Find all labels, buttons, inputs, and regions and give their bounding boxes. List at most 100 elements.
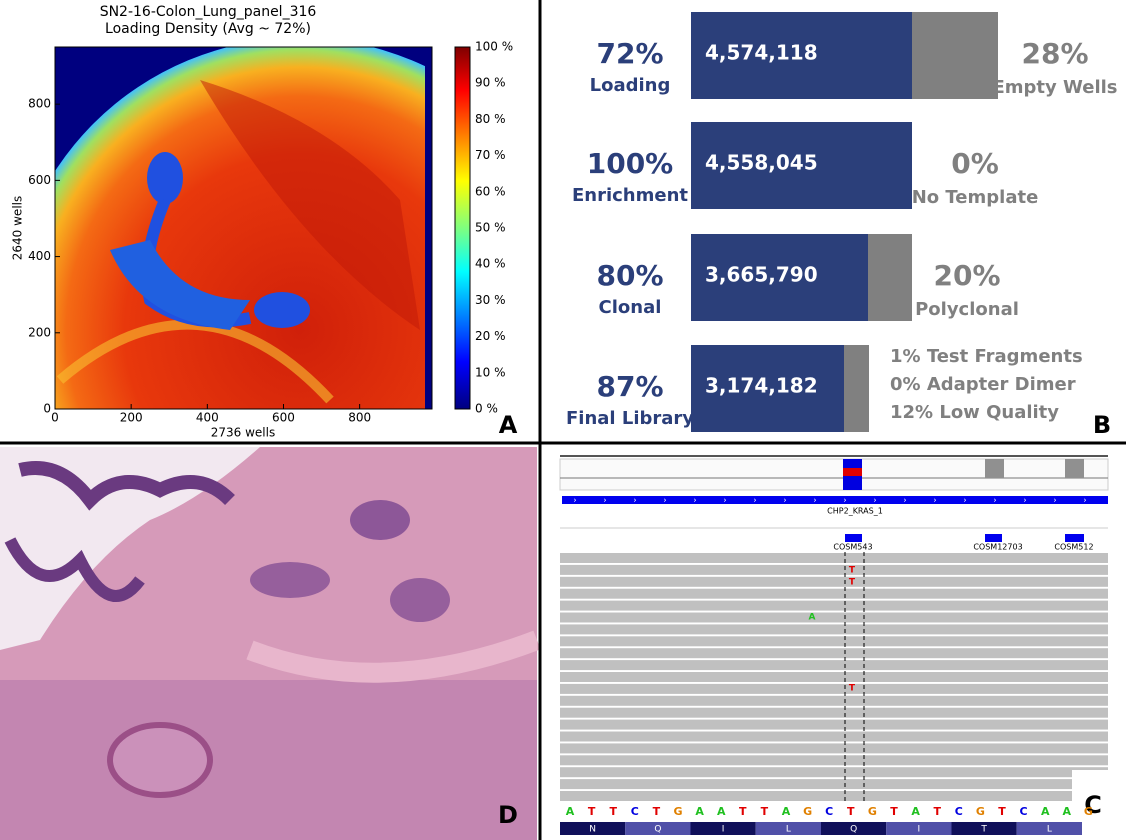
base: T [653, 805, 661, 818]
y-tick-label: 600 [28, 173, 51, 187]
read [560, 791, 1108, 801]
count: 4,574,118 [705, 41, 818, 65]
strand-arrow: › [1023, 496, 1026, 505]
label: Final Library [566, 408, 694, 429]
amino-acid: N [589, 825, 596, 835]
strand-arrow: › [993, 496, 996, 505]
strand-arrow: › [723, 496, 726, 505]
strand-arrow: › [693, 496, 696, 505]
colorbar-label: 90 % [475, 76, 506, 90]
bar [691, 12, 912, 99]
mismatch: T [849, 566, 856, 576]
y-tick-label: 0 [43, 402, 51, 416]
read [560, 672, 1108, 682]
base: C [631, 805, 639, 818]
label: Clonal [599, 297, 662, 318]
bar [691, 345, 844, 432]
feature-label: COSM543 [833, 543, 872, 552]
mismatch: T [849, 684, 856, 694]
colorbar-label: 80 % [475, 112, 506, 126]
bar-remainder [912, 12, 998, 99]
base: C [955, 805, 963, 818]
base: A [1041, 805, 1050, 818]
read [560, 636, 1108, 647]
other-label: Empty Wells [992, 77, 1117, 98]
colorbar-label: 60 % [475, 184, 506, 198]
panel-letter: A [499, 411, 518, 439]
read [560, 755, 1108, 766]
read [560, 779, 1108, 790]
colorbar-label: 20 % [475, 329, 506, 343]
codon [951, 822, 1017, 835]
feature-label: COSM512 [1054, 543, 1093, 552]
y-label: 2640 wells [11, 196, 25, 260]
base: A [695, 805, 704, 818]
read [560, 695, 1108, 706]
strand-arrow: › [603, 496, 606, 505]
base: A [566, 805, 575, 818]
base: G [976, 805, 985, 818]
feature-label: COSM12703 [973, 543, 1022, 552]
bar-remainder [844, 345, 869, 432]
amino-acid: I [722, 825, 725, 835]
base: T [933, 805, 941, 818]
x-label: 2736 wells [211, 426, 275, 440]
codon [755, 822, 821, 835]
read [560, 648, 1108, 659]
count: 3,665,790 [705, 263, 818, 287]
codon [1016, 822, 1082, 835]
other-label: Polyclonal [915, 299, 1019, 320]
bar [691, 234, 868, 321]
percent: 100% [587, 147, 674, 180]
read [560, 612, 1108, 623]
read [560, 707, 1108, 718]
colorbar-label: 30 % [475, 293, 506, 307]
percent: 87% [596, 370, 663, 403]
amino-acid: T [980, 825, 987, 835]
y-tick-label: 400 [28, 249, 51, 263]
read [560, 683, 1108, 694]
label: Enrichment [572, 185, 688, 206]
base: T [847, 805, 855, 818]
note: 1% Test Fragments [890, 346, 1083, 367]
x-tick-label: 400 [196, 411, 219, 425]
strand-arrow: › [1053, 496, 1056, 505]
strand-arrow: › [783, 496, 786, 505]
panel-letter: B [1093, 411, 1111, 439]
histology-image [0, 447, 541, 840]
percent: 80% [596, 259, 663, 292]
strand-arrow: › [963, 496, 966, 505]
colorbar-label: 0 % [475, 402, 498, 416]
read [560, 588, 1108, 599]
mismatch: T [849, 578, 856, 588]
codon [625, 822, 691, 835]
count: 4,558,045 [705, 151, 818, 175]
heatmap [54, 46, 471, 410]
base: T [739, 805, 747, 818]
strand-arrow: › [573, 496, 576, 505]
base: T [890, 805, 898, 818]
colorbar-label: 10 % [475, 365, 506, 379]
read [560, 600, 1108, 611]
amino-acid: Q [850, 825, 857, 835]
read [560, 564, 1108, 575]
base: G [868, 805, 877, 818]
track-name: CHP2_KRAS_1 [827, 507, 883, 516]
base: G [803, 805, 812, 818]
title: SN2-16-Colon_Lung_panel_316 [100, 4, 317, 20]
read [560, 743, 1108, 754]
base: T [998, 805, 1006, 818]
amino-acid: I [918, 825, 921, 835]
y-tick-label: 200 [28, 325, 51, 339]
read [560, 767, 1108, 778]
amino-acid: Q [654, 825, 661, 835]
bar [691, 122, 912, 209]
label: Loading [590, 75, 671, 96]
base: A [911, 805, 920, 818]
strand-arrow: › [633, 496, 636, 505]
panel-letter: D [498, 801, 518, 829]
read [560, 731, 1108, 742]
base: G [673, 805, 682, 818]
base: T [609, 805, 617, 818]
